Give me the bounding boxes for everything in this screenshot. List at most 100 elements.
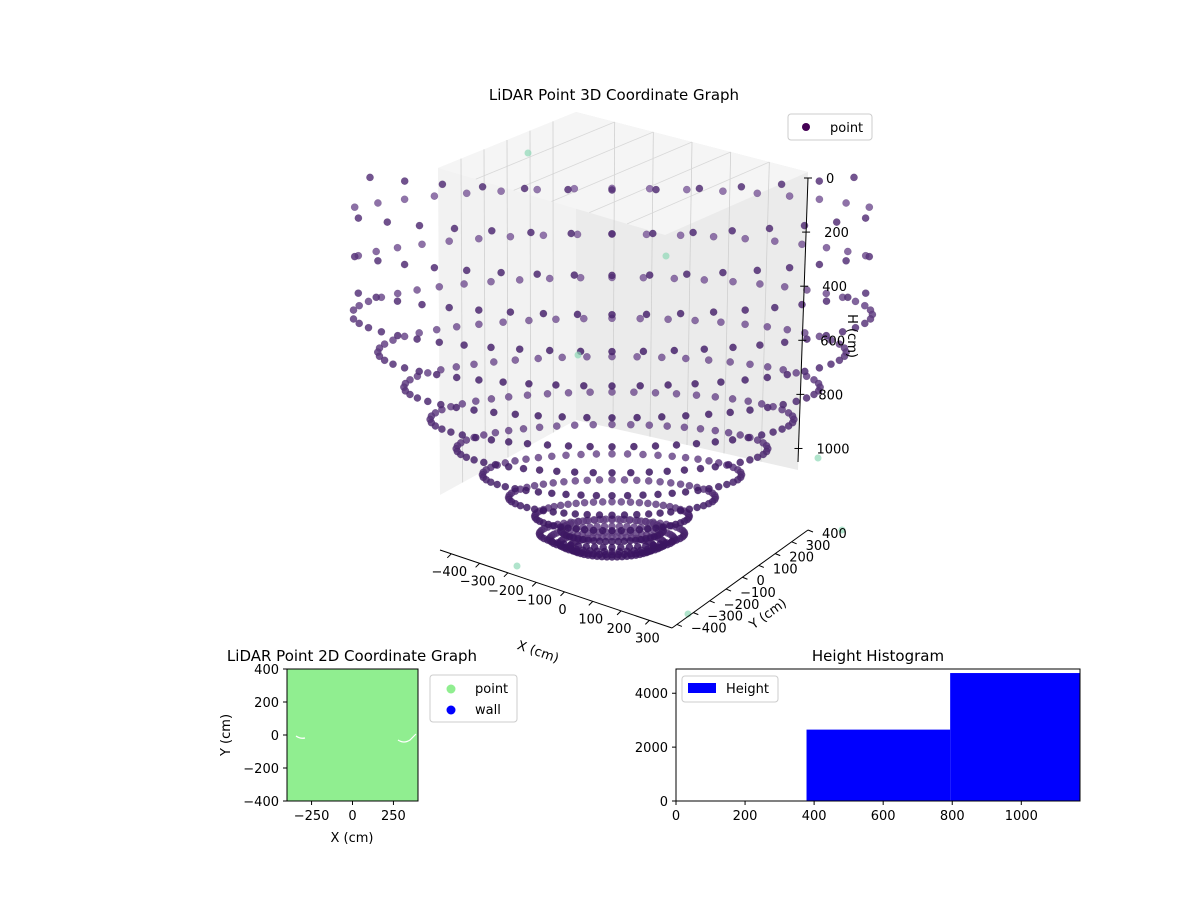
point-3d-marker: [436, 365, 445, 374]
point-3d-marker: [535, 466, 544, 474]
x-tick-2d-label: −250: [294, 809, 330, 824]
point-3d-marker: [560, 509, 568, 517]
point-3d-marker: [400, 332, 409, 341]
y-tick-hist-label: 4000: [635, 687, 668, 702]
point-3d-marker: [719, 268, 727, 277]
grid-line-3d: [760, 161, 770, 462]
grid-line-3d: [460, 158, 464, 483]
histogram-bars: [806, 673, 1080, 801]
y-tick-3d-mark: [758, 564, 765, 568]
point-3d-marker: [666, 479, 675, 487]
y-tick-3d-label: −100: [740, 586, 776, 601]
x-tick-3d-label: −300: [460, 574, 496, 589]
point-3d-marker: [726, 408, 735, 417]
point-3d-marker: [599, 543, 608, 552]
point-3d-marker: [571, 477, 580, 485]
point-3d-marker: [375, 352, 384, 361]
point-3d-marker: [579, 314, 588, 323]
point-3d-marker: [415, 221, 424, 230]
point-3d-marker: [560, 540, 568, 548]
point-3d-marker: [704, 410, 713, 419]
y-tick-2d-label: 200: [254, 696, 279, 711]
x-tick-2d-label: 0: [348, 809, 356, 824]
point-3d-marker: [586, 442, 594, 451]
x-tick-hist-label: 600: [871, 809, 896, 824]
point-3d-marker: [501, 482, 510, 491]
point-3d-marker: [654, 451, 662, 460]
point-3d-marker: [729, 277, 737, 286]
chart-3d-title: LiDAR Point 3D Coordinate Graph: [489, 86, 739, 104]
point-3d-marker: [350, 252, 359, 261]
z-tick-3d-label: 400: [822, 280, 847, 295]
point-3d-marker: [608, 420, 616, 429]
point-3d-marker: [717, 378, 725, 386]
point-3d-marker: [471, 433, 480, 442]
pane-top: [438, 112, 808, 235]
point-3d-marker: [423, 369, 432, 377]
point-3d-marker: [592, 450, 601, 458]
point-3d-marker: [746, 360, 754, 369]
grid-line-3d: [686, 141, 693, 446]
point-3d-marker: [842, 256, 850, 265]
point-3d-marker: [506, 308, 515, 316]
x-ticks-2d: −250 0 250: [294, 801, 406, 824]
x-tick-hist-label: 200: [733, 809, 758, 824]
point-3d-marker: [389, 336, 397, 345]
point-3d-marker: [566, 541, 575, 549]
point-3d-marker: [866, 315, 875, 323]
point-3d-marker: [519, 424, 528, 433]
x-tick-hist-label: 400: [802, 809, 827, 824]
point-3d-marker: [639, 491, 647, 499]
point-3d-marker: [487, 226, 496, 235]
point-3d-marker: [682, 185, 691, 194]
point-3d-marker: [562, 490, 570, 499]
point-3d-marker: [670, 346, 679, 355]
point-3d-marker: [497, 268, 505, 277]
point-3d-marker: [705, 484, 713, 493]
point-3d-marker: [663, 467, 672, 476]
point-3d-marker: [741, 234, 750, 243]
point-3d-marker: [608, 229, 616, 238]
point-3d-marker: [470, 456, 478, 464]
x-tick-3d-label: −400: [431, 565, 467, 580]
point-3d-marker: [608, 382, 616, 390]
pane-back-left: [438, 112, 576, 495]
point-3d-marker: [623, 491, 632, 500]
stray-point-marker: [814, 454, 822, 462]
z-axis-3d-label: H (cm): [844, 314, 859, 358]
point-3d-marker: [861, 214, 870, 222]
point-3d-marker: [608, 450, 616, 458]
point-3d-marker: [822, 297, 831, 306]
point-3d-marker: [586, 388, 594, 397]
point-3d-marker: [714, 482, 723, 491]
point-3d-marker: [626, 526, 635, 535]
legend-3d-box: [787, 113, 873, 141]
point-3d-marker: [504, 462, 513, 471]
point-3d-marker: [630, 388, 638, 397]
point-3d-marker: [635, 525, 644, 534]
point-3d-marker: [778, 425, 786, 433]
point-3d-marker: [693, 503, 701, 512]
point-3d-marker: [633, 352, 641, 361]
point-3d-marker: [815, 195, 824, 204]
point-3d-marker: [641, 542, 650, 550]
x-tick-3d-label: −100: [516, 593, 552, 608]
point-3d-marker: [800, 221, 809, 230]
point-3d-marker: [728, 395, 737, 403]
grid-line-3d: [627, 161, 770, 225]
point-3d-marker: [447, 428, 455, 436]
point-3d-marker: [525, 379, 533, 388]
x-tick-3d-mark: [645, 620, 650, 625]
point-3d-marker: [523, 391, 532, 400]
point-3d-marker: [802, 394, 811, 402]
y-tick-3d-label: 300: [806, 539, 831, 554]
y-tick-3d-mark: [676, 623, 683, 627]
point-3d-marker: [838, 327, 847, 336]
point-3d-marker: [699, 501, 708, 510]
point-3d-marker: [608, 526, 616, 535]
point-3d-marker: [552, 467, 561, 476]
point-3d-marker: [657, 353, 666, 362]
point-3d-marker: [564, 500, 572, 509]
point-3d-marker: [570, 271, 579, 279]
point-3d-marker: [746, 406, 754, 414]
